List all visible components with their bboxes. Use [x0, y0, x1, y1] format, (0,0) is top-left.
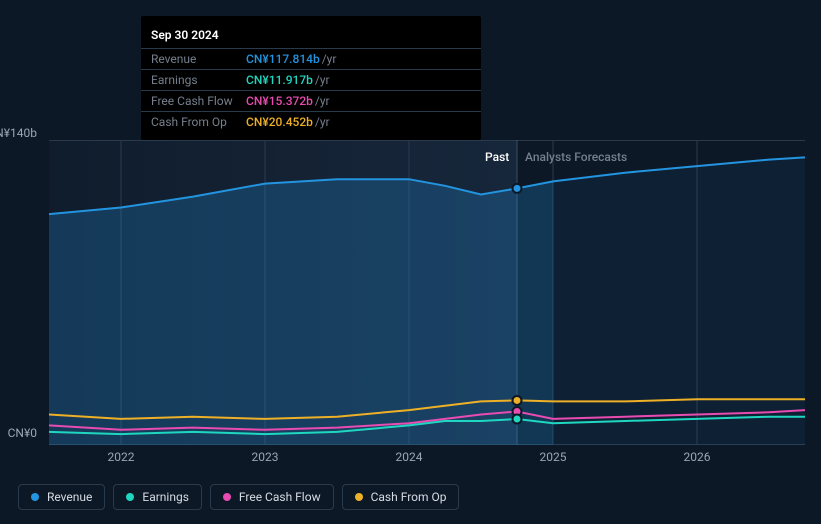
tooltip-row: Free Cash FlowCN¥15.372b /yr [141, 91, 481, 112]
tooltip-row-unit: /yr [315, 94, 330, 108]
tooltip-row-value: CN¥117.814b [246, 52, 320, 66]
tooltip-row-unit: /yr [315, 115, 330, 129]
legend-item-cashop[interactable]: Cash From Op [342, 484, 460, 510]
x-axis-label: 2023 [252, 450, 279, 464]
tooltip-body: RevenueCN¥117.814b /yrEarningsCN¥11.917b… [141, 49, 481, 132]
forecast-label: Analysts Forecasts [525, 150, 627, 164]
legend-item-label: Free Cash Flow [239, 490, 321, 504]
tooltip-row-value: CN¥20.452b [246, 115, 313, 129]
y-axis-label-min: CN¥0 [8, 426, 37, 440]
legend-dot-icon [355, 493, 363, 501]
y-axis-label-max: CN¥140b [0, 126, 37, 140]
tooltip-row: EarningsCN¥11.917b /yr [141, 70, 481, 91]
x-axis-label: 2025 [540, 450, 567, 464]
tooltip-row-label: Cash From Op [151, 115, 246, 129]
tooltip-row-unit: /yr [315, 73, 330, 87]
chart-plot-area[interactable] [49, 140, 805, 445]
legend-dot-icon [31, 493, 39, 501]
chart-tooltip: Sep 30 2024 RevenueCN¥117.814b /yrEarnin… [141, 16, 481, 140]
tooltip-row-value: CN¥11.917b [246, 73, 313, 87]
legend-item-label: Cash From Op [371, 490, 447, 504]
tooltip-row: Cash From OpCN¥20.452b /yr [141, 112, 481, 132]
tooltip-row-label: Revenue [151, 52, 246, 66]
x-axis-label: 2026 [684, 450, 711, 464]
past-label: Past [485, 150, 509, 164]
legend-item-fcf[interactable]: Free Cash Flow [210, 484, 334, 510]
legend-dot-icon [126, 493, 134, 501]
legend-item-label: Revenue [47, 490, 92, 504]
tooltip-row-value: CN¥15.372b [246, 94, 313, 108]
financials-chart-container: CN¥140b CN¥0 2022 2023 2024 2025 2026 Past A… [0, 0, 821, 524]
x-axis-label: 2024 [396, 450, 423, 464]
tooltip-row-label: Earnings [151, 73, 246, 87]
x-axis-label: 2022 [108, 450, 135, 464]
tooltip-row: RevenueCN¥117.814b /yr [141, 49, 481, 70]
legend-item-earnings[interactable]: Earnings [113, 484, 202, 510]
legend-item-label: Earnings [142, 490, 189, 504]
x-axis-labels: 2022 2023 2024 2025 2026 [49, 450, 805, 470]
legend-item-revenue[interactable]: Revenue [18, 484, 105, 510]
tooltip-date: Sep 30 2024 [141, 24, 481, 49]
legend-dot-icon [223, 493, 231, 501]
tooltip-row-label: Free Cash Flow [151, 94, 246, 108]
chart-legend: Revenue Earnings Free Cash Flow Cash From O… [18, 484, 459, 510]
tooltip-row-unit: /yr [322, 52, 337, 66]
